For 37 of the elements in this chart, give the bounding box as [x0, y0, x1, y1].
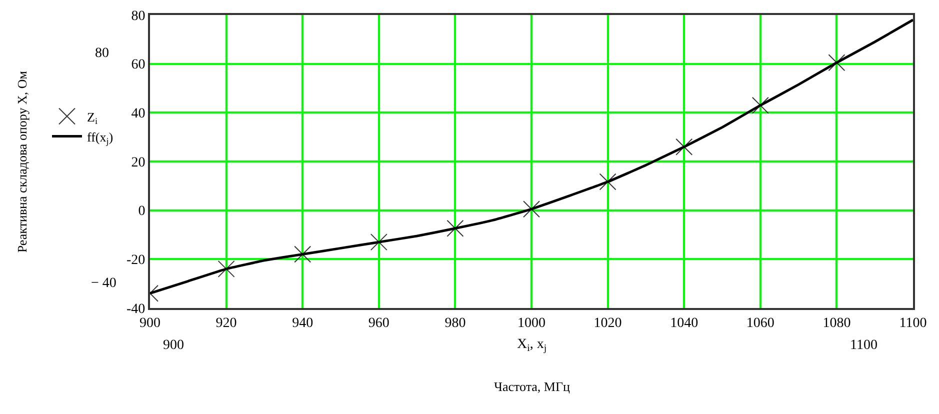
x-tick-label: 920 [216, 316, 237, 331]
line-series [150, 18, 913, 295]
y-tick-label: 40 [131, 106, 146, 122]
x-tick-label: 1020 [594, 316, 622, 331]
text: 80 [95, 46, 109, 61]
x-tick-label: 1100 [899, 316, 927, 331]
x-tick-label: 1060 [746, 316, 774, 331]
text: 900 [163, 338, 184, 353]
text: 1100 [850, 338, 878, 353]
x-tick-label: 980 [444, 316, 466, 331]
legend-label: Z$_{i}$ [86, 109, 98, 126]
x-tick-label: 960 [368, 316, 390, 331]
point [599, 173, 616, 190]
text: Реактивна складова опору X, Ом [14, 71, 30, 253]
x-tick-label: 900 [140, 316, 160, 331]
point [523, 200, 540, 218]
y-tick-label: 0 [138, 204, 146, 220]
point [446, 220, 464, 237]
text: − 40 [91, 276, 116, 291]
point [370, 234, 388, 251]
y-tick-label: 80 [131, 8, 146, 24]
text: X$_{i}$, x$_{j}$ [517, 337, 547, 354]
x-tick-label: 1080 [822, 316, 851, 331]
point [676, 138, 693, 156]
y-tick-label: -20 [126, 253, 146, 268]
y-tick-label: -40 [126, 302, 146, 317]
point [218, 260, 235, 278]
x-tick-label: 1040 [670, 316, 698, 331]
x-tick-label: 1000 [518, 316, 546, 331]
x-tick-label: 940 [292, 316, 314, 331]
point [828, 54, 846, 72]
text: Частота, МГц [494, 379, 570, 394]
legend-label: ff(x$_{j}$) [86, 129, 114, 146]
y-tick-label: 60 [131, 58, 146, 73]
point [752, 96, 769, 114]
y-tick-label: 20 [131, 155, 146, 170]
point [294, 246, 312, 263]
